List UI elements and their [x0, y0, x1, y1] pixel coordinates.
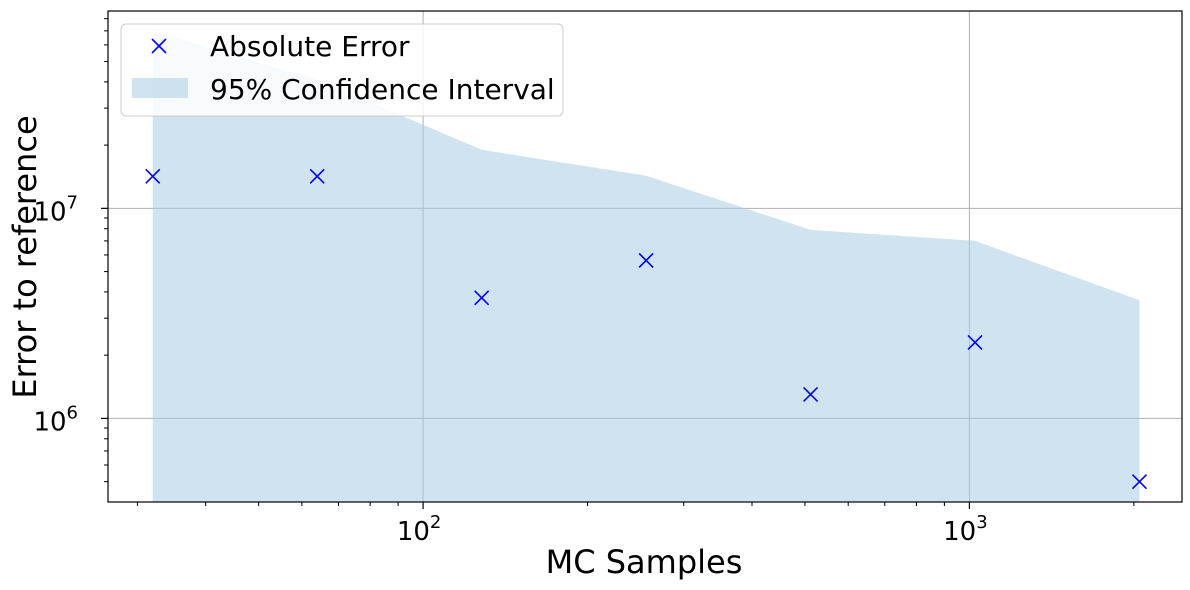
confidence-band-layer — [152, 30, 1140, 503]
legend-marker-absolute-error — [151, 38, 167, 54]
legend: Absolute Error 95% Confidence Interval — [120, 23, 564, 117]
marker-layer — [145, 168, 1148, 490]
y-axis-label: Error to reference — [6, 115, 44, 398]
data-point — [803, 386, 819, 403]
data-point — [967, 334, 983, 350]
data-point — [474, 290, 490, 306]
x-tick-label: 102 — [397, 512, 442, 547]
legend-swatch-confidence-interval — [132, 78, 188, 98]
data-point — [1131, 474, 1148, 490]
legend-label-confidence-interval: 95% Confidence Interval — [210, 73, 555, 106]
data-point — [145, 168, 161, 184]
y-tick-label: 106 — [33, 402, 78, 437]
x-tick-label: 103 — [943, 512, 988, 547]
y-tick-label: 107 — [33, 192, 78, 227]
data-point — [638, 252, 654, 269]
plot-frame — [107, 10, 1183, 503]
tick-layer: 102 103 106 107 — [33, 18, 1135, 547]
legend-label-absolute-error: Absolute Error — [210, 30, 410, 63]
data-point — [309, 168, 325, 184]
confidence-band — [152, 30, 1140, 503]
legend-box — [120, 23, 564, 117]
x-axis-label: MC Samples — [546, 543, 743, 581]
